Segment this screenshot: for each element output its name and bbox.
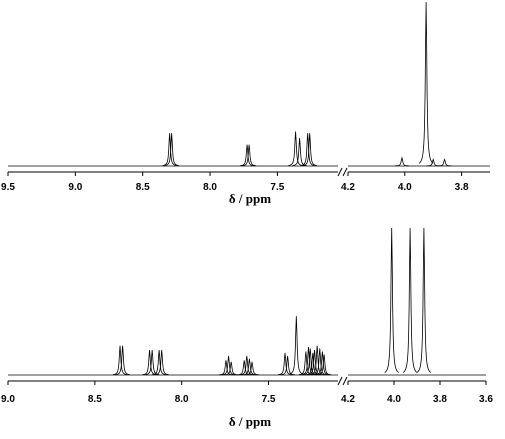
peak xyxy=(418,1,434,164)
peak xyxy=(302,133,317,166)
x-tick-label: 9.5 xyxy=(1,182,15,193)
peak xyxy=(152,349,167,375)
peak xyxy=(237,360,252,376)
peak xyxy=(310,345,325,375)
peak xyxy=(394,156,409,167)
break-mark xyxy=(337,376,343,386)
x-tick-label: 7.5 xyxy=(270,182,284,193)
x-tick-label: 4.0 xyxy=(387,394,401,405)
x-tick-label: 8.0 xyxy=(175,394,189,405)
x-tick-label: 9.0 xyxy=(1,394,15,405)
x-axis-label: δ / ppm xyxy=(229,191,271,206)
x-tick-label: 8.0 xyxy=(203,182,217,193)
peak xyxy=(280,355,295,376)
axis-break xyxy=(337,167,348,386)
peak xyxy=(384,227,399,373)
peak xyxy=(221,355,236,376)
x-axis-label: δ / ppm xyxy=(229,414,271,429)
peak xyxy=(242,358,257,376)
peak xyxy=(300,133,315,166)
peak xyxy=(312,348,327,375)
peak xyxy=(242,144,257,167)
break-mark xyxy=(342,376,348,386)
peak xyxy=(239,355,254,376)
peak xyxy=(426,158,441,167)
peak xyxy=(437,158,452,167)
x-tick-label: 4.2 xyxy=(341,182,355,193)
peak xyxy=(154,349,169,375)
break-mark xyxy=(342,167,348,177)
peak xyxy=(317,354,332,376)
peak xyxy=(224,361,239,376)
peak xyxy=(288,131,303,166)
peak xyxy=(162,133,177,166)
x-tick-label: 8.5 xyxy=(88,394,102,405)
x-tick-label: 3.8 xyxy=(455,182,469,193)
peak xyxy=(245,361,260,376)
x-tick-label: 7.5 xyxy=(262,394,276,405)
x-tick-label: 3.6 xyxy=(479,394,493,405)
peak xyxy=(115,345,130,375)
x-tick-label: 4.2 xyxy=(341,394,355,405)
peak xyxy=(416,227,432,373)
peak xyxy=(164,133,179,166)
x-tick-label: 8.5 xyxy=(136,182,150,193)
x-tick-label: 3.8 xyxy=(433,394,447,405)
peak xyxy=(402,227,418,373)
peak xyxy=(112,345,128,375)
x-tick-label: 9.0 xyxy=(68,182,82,193)
peak xyxy=(289,316,304,375)
break-mark xyxy=(337,167,343,177)
peak xyxy=(218,360,234,376)
peak xyxy=(315,351,330,376)
x-tick-label: 4.0 xyxy=(398,182,412,193)
